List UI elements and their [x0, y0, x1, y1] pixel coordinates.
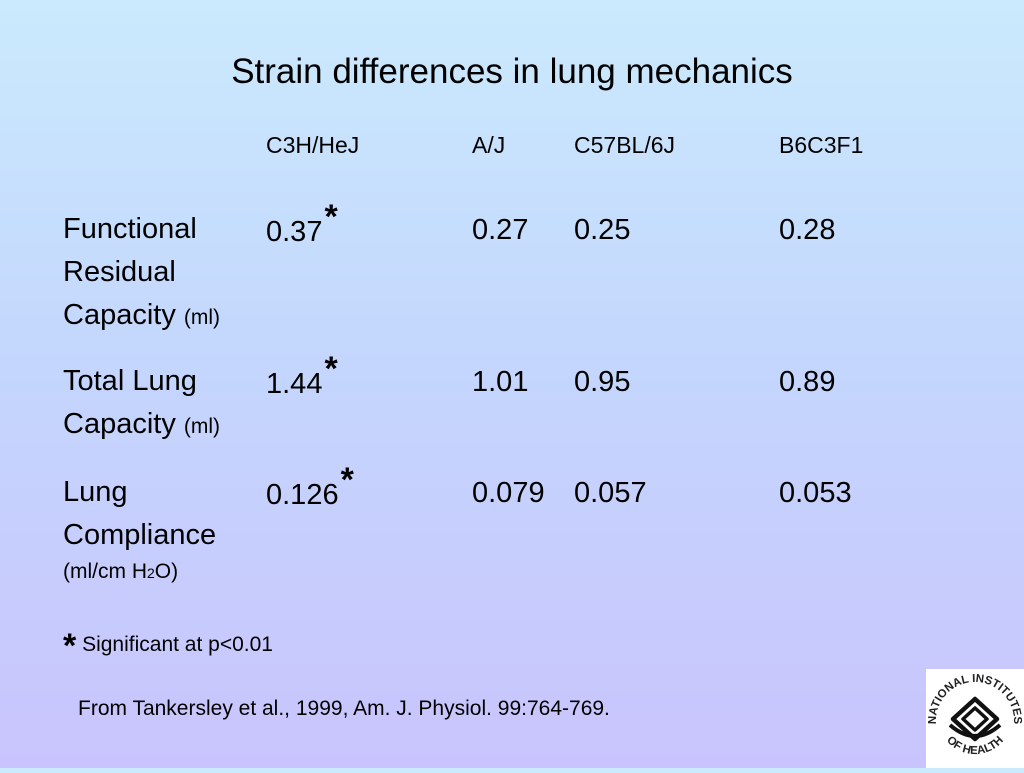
row-unit: (ml) — [183, 306, 221, 329]
cell-compliance-a-j: 0.079 — [472, 477, 545, 509]
cell-tlc-a-j: 1.01 — [472, 366, 529, 398]
citation: From Tankersley et al., 1999, Am. J. Phy… — [78, 697, 610, 720]
cell-value: 0.126 — [266, 479, 339, 511]
row-label-line: Residual — [63, 256, 176, 288]
cell-tlc-c57bl-6j: 0.95 — [574, 366, 631, 398]
column-header-a-j: A/J — [472, 132, 506, 158]
row-unit: (ml/cm H2O) — [63, 560, 179, 583]
cell-tlc-c3h-hej: 1.44* — [266, 351, 338, 402]
row-unit: (ml) — [183, 415, 221, 438]
row-label-lung-compliance: Lung Compliance (ml/cm H2O) — [63, 471, 216, 588]
cell-tlc-b6c3f1: 0.89 — [779, 366, 836, 398]
significance-marker: * — [340, 461, 354, 499]
cell-frc-c57bl-6j: 0.25 — [574, 214, 631, 246]
significance-marker: * — [324, 350, 338, 388]
cell-frc-c3h-hej: 0.37* — [266, 199, 338, 250]
column-header-c3h-hej: C3H/HeJ — [266, 132, 360, 158]
nih-logo-icon: NATIONAL INSTITUTES OF HEALTH — [926, 669, 1024, 768]
row-label-functional-residual-capacity: Functional Residual Capacity (ml) — [63, 208, 220, 339]
row-label-line: Compliance — [63, 519, 217, 551]
column-header-c57bl-6j: C57BL/6J — [574, 132, 676, 158]
cell-compliance-c3h-hej: 0.126* — [266, 462, 354, 513]
footnote-marker: * — [63, 627, 77, 665]
cell-value: 0.37 — [266, 216, 323, 248]
row-label-line: Lung — [63, 476, 128, 508]
significance-marker: * — [324, 198, 338, 236]
row-label-line: Functional — [63, 213, 197, 245]
cell-frc-a-j: 0.27 — [472, 214, 529, 246]
cell-compliance-c57bl-6j: 0.057 — [574, 477, 647, 509]
cell-compliance-b6c3f1: 0.053 — [779, 477, 852, 509]
row-label-line: Total Lung — [63, 365, 197, 397]
slide-title: Strain differences in lung mechanics — [231, 52, 793, 91]
cell-frc-b6c3f1: 0.28 — [779, 214, 836, 246]
footnote: * Significant at p<0.01 — [63, 622, 273, 665]
row-label-total-lung-capacity: Total Lung Capacity (ml) — [63, 360, 220, 448]
row-label-line: Capacity — [63, 299, 176, 331]
footnote-text: Significant at p<0.01 — [82, 633, 273, 656]
column-header-b6c3f1: B6C3F1 — [779, 132, 864, 158]
cell-value: 1.44 — [266, 368, 323, 400]
row-label-line: Capacity — [63, 408, 176, 440]
